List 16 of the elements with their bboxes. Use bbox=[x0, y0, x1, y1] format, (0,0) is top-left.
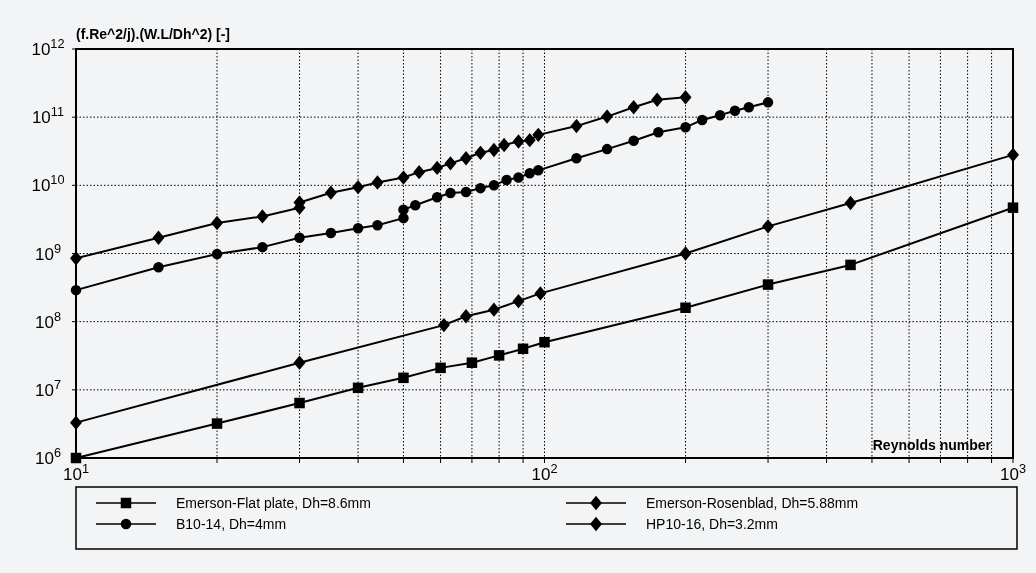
x-tick-label: 10$^{2}$ bbox=[531, 460, 558, 484]
x-tick-label: 10$^{3}$ bbox=[999, 460, 1027, 484]
y-tick-label: 10$^{11}$ bbox=[31, 103, 65, 128]
legend-label: HP10-16, Dh=3.2mm bbox=[646, 516, 778, 532]
legend-label: Emerson-Rosenblad, Dh=5.88mm bbox=[646, 495, 859, 511]
y-tick-label: 10$^{9}$ bbox=[34, 240, 62, 264]
y-tick-label: 10$^{10}$ bbox=[31, 171, 65, 196]
x-axis-title: Reynolds number bbox=[872, 437, 992, 453]
y-axis-title: (f.Re^2/j).(W.L/Dh^2) [-] bbox=[76, 26, 230, 42]
y-tick-label: 10$^{7}$ bbox=[34, 376, 62, 400]
y-tick-label: 10$^{6}$ bbox=[34, 444, 62, 468]
legend-label: Emerson-Flat plate, Dh=8.6mm bbox=[176, 495, 371, 511]
y-tick-label: 10$^{8}$ bbox=[34, 308, 62, 332]
y-tick-label: 10$^{12}$ bbox=[31, 35, 65, 59]
x-tick-label: 10$^{1}$ bbox=[62, 460, 90, 484]
legend-label: B10-14, Dh=4mm bbox=[176, 516, 287, 532]
